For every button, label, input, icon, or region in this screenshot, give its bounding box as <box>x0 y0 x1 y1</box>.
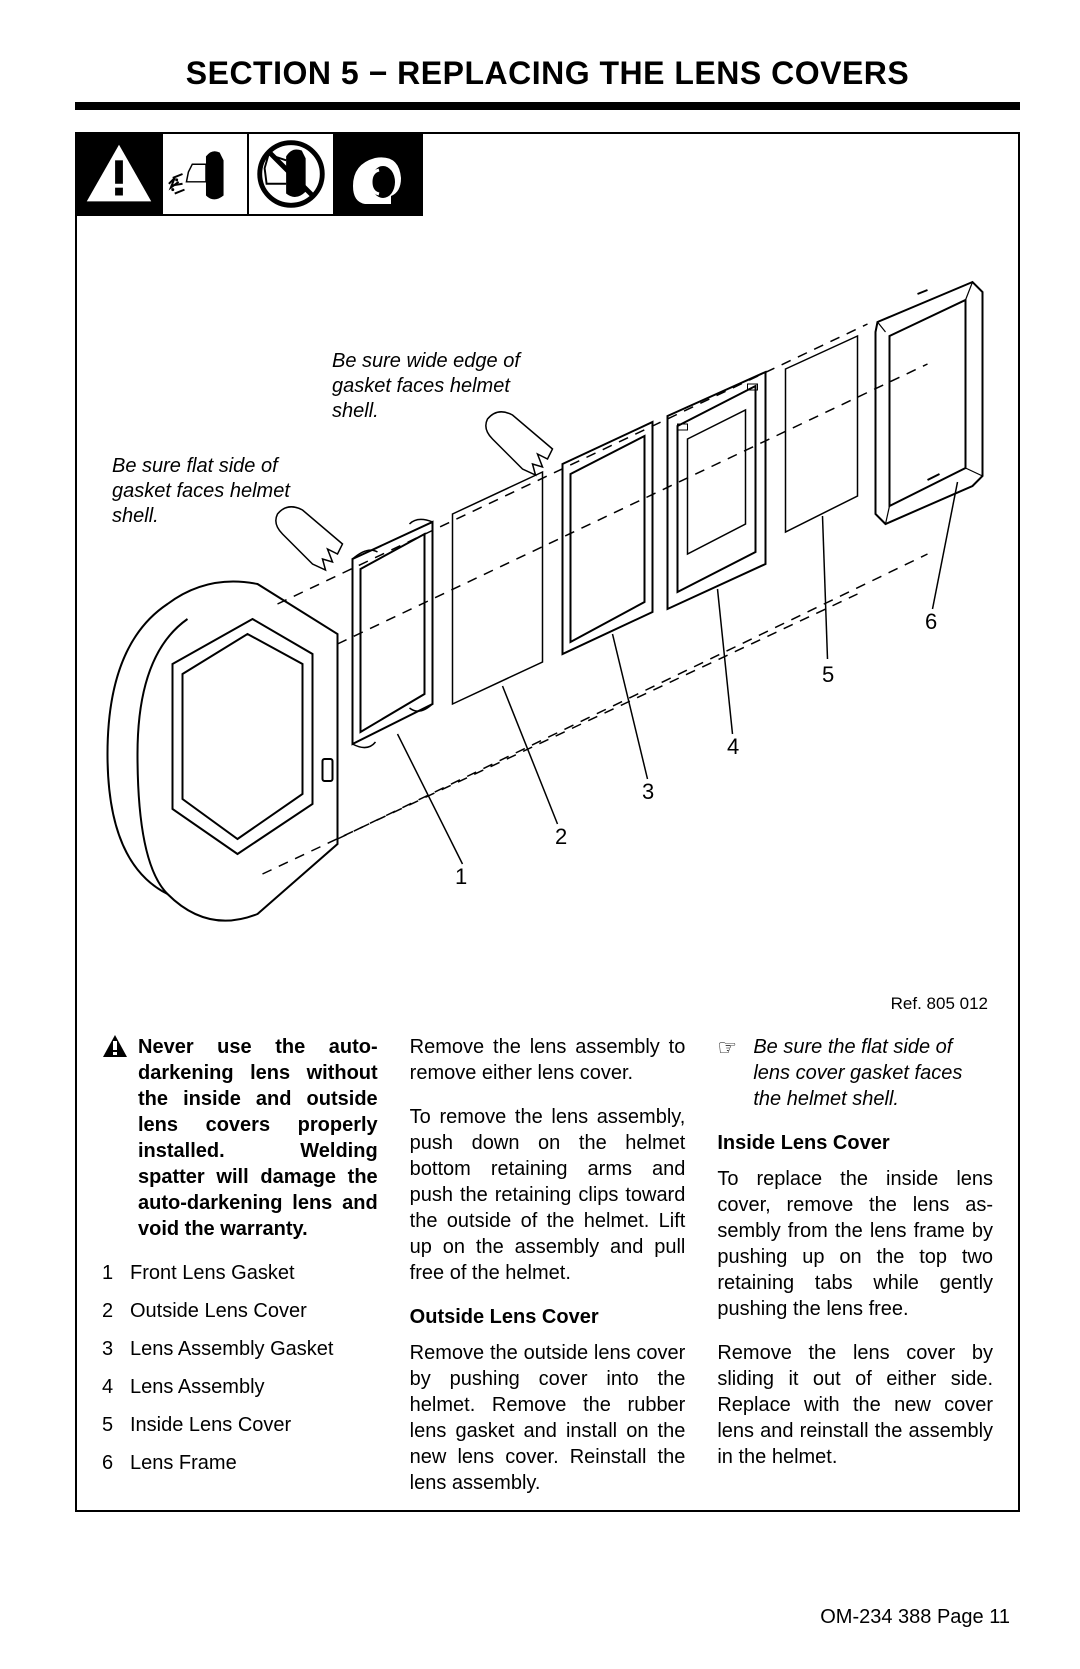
warning-text: Never use the auto-darkening lens with­o… <box>138 1034 378 1242</box>
section-title: SECTION 5 − REPLACING THE LENS COVERS <box>75 55 1020 92</box>
safety-icon-strip <box>75 132 423 216</box>
text-columns: Never use the auto-darkening lens with­o… <box>102 1034 993 1514</box>
callout-4: 4 <box>727 734 739 760</box>
note-flat-side: Be sure flat side of gasket faces helmet… <box>112 454 302 529</box>
pointer-note-text: Be sure the flat side of lens cover gask… <box>753 1034 993 1112</box>
diagram-ref: Ref. 805 012 <box>891 994 988 1014</box>
parts-item: 6Lens Frame <box>102 1450 378 1476</box>
warning-block: Never use the auto-darkening lens with­o… <box>102 1034 378 1242</box>
callout-5: 5 <box>822 662 834 688</box>
column-2: Remove the lens assembly to remove eithe… <box>410 1034 686 1514</box>
parts-item: 1Front Lens Gasket <box>102 1260 378 1286</box>
warning-triangle-small-icon <box>102 1034 128 1058</box>
col3-p2: Remove the lens cover by sliding it out … <box>717 1340 993 1470</box>
callout-1: 1 <box>455 864 467 890</box>
note-wide-edge: Be sure wide edge of gasket faces helmet… <box>332 349 532 424</box>
page-footer: OM-234 388 Page 11 <box>820 1606 1010 1629</box>
col2-p2: To remove the lens assem­bly, push down … <box>410 1104 686 1286</box>
welding-spatter-icon <box>163 134 249 214</box>
col2-p1: Remove the lens assembly to remove eithe… <box>410 1034 686 1086</box>
col3-p1: To replace the inside lens cover, remove… <box>717 1166 993 1322</box>
parts-item: 2Outside Lens Cover <box>102 1298 378 1324</box>
parts-list: 1Front Lens Gasket 2Outside Lens Cover 3… <box>102 1260 378 1476</box>
parts-item: 5Inside Lens Cover <box>102 1412 378 1438</box>
inside-lens-heading: Inside Lens Cover <box>717 1130 993 1156</box>
title-rule <box>75 102 1020 110</box>
callout-6: 6 <box>925 609 937 635</box>
no-open-helmet-icon <box>249 134 335 214</box>
warning-triangle-icon <box>77 134 163 214</box>
pointer-note: ☞ Be sure the flat side of lens cover ga… <box>717 1034 993 1112</box>
exploded-diagram: Be sure flat side of gasket faces helmet… <box>77 224 1018 1004</box>
parts-item: 3Lens Assembly Gasket <box>102 1336 378 1362</box>
parts-item: 4Lens Assembly <box>102 1374 378 1400</box>
outside-lens-heading: Outside Lens Cover <box>410 1304 686 1330</box>
callout-3: 3 <box>642 779 654 805</box>
column-3: ☞ Be sure the flat side of lens cover ga… <box>717 1034 993 1514</box>
content-frame: Be sure flat side of gasket faces helmet… <box>75 132 1020 1512</box>
pointer-hand-icon: ☞ <box>717 1034 745 1112</box>
hearing-protection-icon <box>335 134 421 214</box>
callout-2: 2 <box>555 824 567 850</box>
col2-p3: Remove the outside lens cover by pushing… <box>410 1340 686 1496</box>
column-1: Never use the auto-darkening lens with­o… <box>102 1034 378 1514</box>
